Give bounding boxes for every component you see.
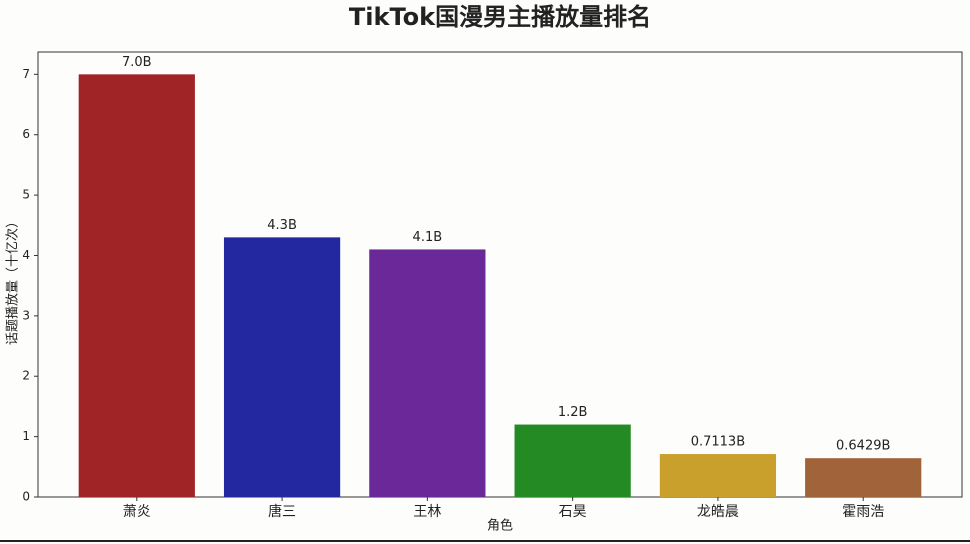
x-tick-label: 霍雨浩 <box>842 504 884 520</box>
y-tick-label: 5 <box>22 188 30 202</box>
x-tick-label: 萧炎 <box>123 504 151 520</box>
y-tick-label: 4 <box>22 248 30 262</box>
y-tick-label: 1 <box>22 429 30 443</box>
y-tick-label: 2 <box>22 369 30 383</box>
bar <box>369 249 486 497</box>
bar <box>223 237 341 498</box>
plot-frame <box>37 51 963 498</box>
y-axis-label: 话题播放量（十亿次） <box>5 215 21 345</box>
value-label: 4.3B <box>267 218 297 233</box>
x-tick-label: 唐三 <box>268 503 296 520</box>
bar <box>78 74 195 497</box>
bar <box>659 454 777 497</box>
y-tick-label: 7 <box>22 67 30 81</box>
y-tick-label: 6 <box>22 127 30 141</box>
bar <box>805 458 922 497</box>
value-label: 1.2B <box>558 405 588 420</box>
x-axis-label: 角色 <box>487 518 513 534</box>
x-tick-label: 石昊 <box>559 504 587 520</box>
x-tick-label: 王林 <box>413 504 441 520</box>
chart-title: TikTok国漫男主播放量排名 <box>349 3 651 31</box>
value-label: 4.1B <box>413 230 443 245</box>
value-label: 7.0B <box>122 55 152 70</box>
x-tick-label: 龙皓晨 <box>697 504 739 520</box>
y-tick-label: 3 <box>22 308 30 322</box>
bar <box>514 424 631 497</box>
value-label: 0.7113B <box>691 435 745 450</box>
value-label: 0.6429B <box>836 439 890 454</box>
y-tick-label: 0 <box>22 490 30 504</box>
